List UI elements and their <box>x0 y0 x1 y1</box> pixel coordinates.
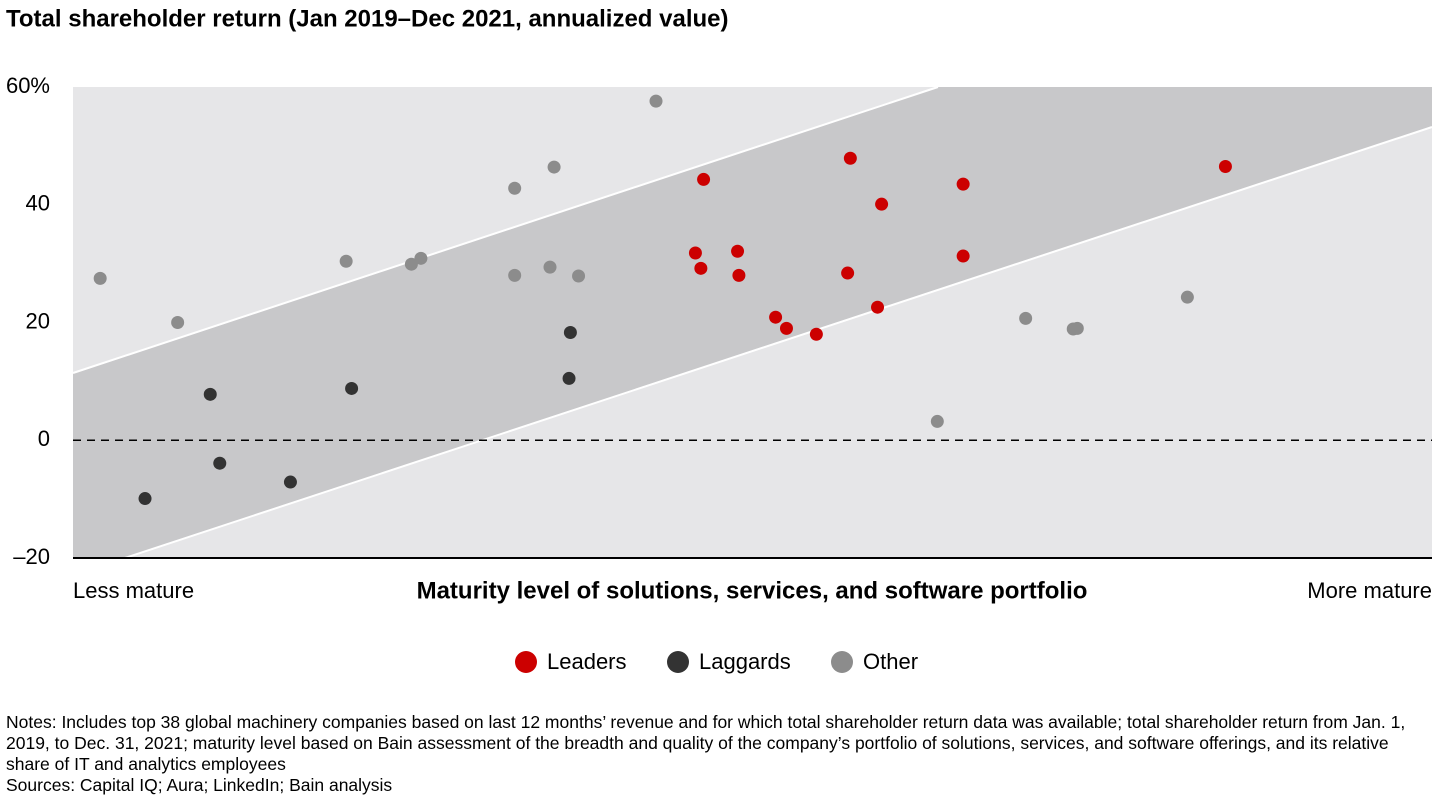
data-point <box>956 177 970 191</box>
data-point <box>956 249 970 263</box>
legend-label: Laggards <box>699 649 791 674</box>
y-tick-label: –20 <box>13 544 50 569</box>
data-point <box>562 371 576 385</box>
legend: Leaders Laggards Other <box>515 649 918 674</box>
y-tick-label: 0 <box>38 426 50 451</box>
data-point <box>414 251 428 265</box>
data-point <box>930 414 944 428</box>
data-point <box>1070 321 1084 335</box>
data-point <box>93 271 107 285</box>
data-point <box>843 151 857 165</box>
x-start-label: Less mature <box>73 578 194 603</box>
data-point <box>404 257 418 271</box>
legend-marker <box>831 651 853 673</box>
y-tick-label: 60% <box>6 73 50 98</box>
band-edge <box>72 86 939 374</box>
notes-block: Notes: Includes top 38 global machinery … <box>6 712 1431 796</box>
data-point <box>1218 159 1232 173</box>
data-point <box>732 268 746 282</box>
data-point <box>871 300 885 314</box>
data-point <box>508 181 522 195</box>
data-point <box>769 310 783 324</box>
legend-marker <box>515 651 537 673</box>
data-point <box>779 321 793 335</box>
data-point <box>508 268 522 282</box>
legend-label: Leaders <box>547 649 627 674</box>
data-point <box>543 260 557 274</box>
data-point <box>697 172 711 186</box>
chart-title: Total shareholder return (Jan 2019–Dec 2… <box>6 5 729 32</box>
x-end-label: More mature <box>1307 578 1432 603</box>
notes: Notes: Includes top 38 global machinery … <box>6 712 1406 774</box>
data-point <box>694 261 708 275</box>
sources: Sources: Capital IQ; Aura; LinkedIn; Bai… <box>6 775 393 795</box>
data-point <box>875 197 889 211</box>
data-point <box>1180 290 1194 304</box>
data-point <box>731 244 745 258</box>
data-point <box>563 326 577 340</box>
data-point <box>809 327 823 341</box>
legend-label: Other <box>863 649 918 674</box>
band-edge <box>124 126 1433 559</box>
data-point <box>547 160 561 174</box>
data-point <box>203 387 217 401</box>
data-point <box>171 316 185 329</box>
data-point <box>572 269 586 283</box>
data-point <box>213 456 227 470</box>
data-point <box>688 246 702 260</box>
y-tick-label: 20 <box>26 308 50 333</box>
x-axis-title: Maturity level of solutions, services, a… <box>417 577 1088 604</box>
data-point <box>283 475 297 489</box>
data-point <box>649 94 663 108</box>
legend-marker <box>667 651 689 673</box>
y-tick-label: 40 <box>26 191 50 216</box>
data-point <box>138 492 152 506</box>
data-point <box>339 254 353 268</box>
data-point <box>345 381 359 395</box>
data-point <box>1019 311 1033 325</box>
data-point <box>841 266 855 280</box>
